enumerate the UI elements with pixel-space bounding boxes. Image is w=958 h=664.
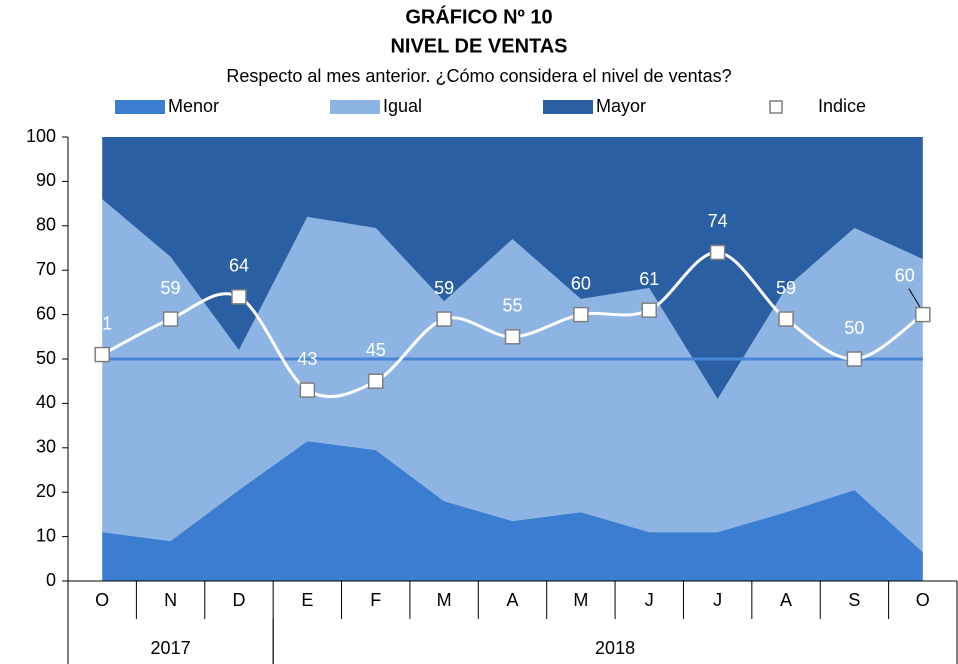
marker: [299, 382, 316, 398]
y-tick-label: 20: [36, 481, 56, 501]
x-tick-label: F: [370, 590, 381, 610]
x-tick-label: E: [301, 590, 313, 610]
marker: [231, 289, 247, 305]
x-tick-label: O: [95, 590, 109, 610]
marker: [778, 311, 794, 327]
area: [102, 137, 923, 399]
data-label: 60: [895, 265, 915, 285]
y-tick-label: 70: [36, 259, 56, 279]
legend-swatch: [543, 100, 593, 114]
legend-label: Igual: [383, 96, 422, 116]
x-tick-label: J: [645, 590, 654, 610]
legend-swatch: [330, 100, 380, 114]
legend-label: Mayor: [596, 96, 646, 116]
legend-swatch: [115, 100, 165, 114]
x-group-label: 2018: [595, 638, 635, 658]
marker: [367, 373, 384, 389]
marker: [436, 311, 452, 327]
legend-swatch: [769, 100, 783, 114]
data-label: 59: [776, 278, 796, 298]
leader-line: [908, 288, 921, 307]
y-tick-label: 60: [36, 303, 56, 323]
chart-subtitle: NIVEL DE VENTAS: [390, 35, 567, 57]
marker: [162, 311, 179, 327]
marker: [504, 329, 521, 345]
data-label: 43: [297, 349, 317, 369]
area: [102, 441, 923, 581]
marker: [573, 306, 589, 323]
y-tick-label: 50: [36, 348, 56, 368]
marker: [915, 306, 931, 323]
y-tick-label: 90: [36, 170, 56, 190]
area: [102, 199, 923, 553]
x-tick-label: A: [780, 590, 792, 610]
x-tick-label: O: [916, 590, 930, 610]
marker: [641, 302, 658, 318]
data-label: 55: [502, 296, 522, 316]
x-tick-label: S: [848, 590, 860, 610]
data-label: 64: [229, 256, 249, 276]
x-tick-label: N: [164, 590, 177, 610]
marker: [709, 244, 726, 261]
y-tick-label: 80: [36, 215, 56, 235]
x-tick-label: D: [232, 590, 245, 610]
chart-question: Respecto al mes anterior. ¿Cómo consider…: [226, 66, 731, 86]
data-label: 74: [708, 211, 728, 231]
x-group-label: 2017: [151, 638, 191, 658]
x-tick-label: J: [713, 590, 722, 610]
x-tick-label: M: [437, 590, 452, 610]
chart-title: GRÁFICO Nº 10: [405, 5, 552, 28]
legend-label: Indice: [818, 96, 866, 116]
marker: [94, 346, 110, 363]
data-label: 59: [434, 278, 454, 298]
y-tick-label: 10: [36, 525, 56, 545]
x-tick-label: A: [506, 590, 518, 610]
marker: [846, 351, 863, 367]
data-label: 59: [161, 278, 181, 298]
data-label: 61: [639, 269, 659, 289]
data-label: 45: [366, 340, 386, 360]
y-tick-label: 0: [46, 570, 56, 590]
data-label: 51: [92, 313, 112, 333]
y-tick-label: 100: [26, 126, 56, 146]
x-tick-label: M: [573, 590, 588, 610]
data-label: 50: [844, 318, 864, 338]
legend-label: Menor: [168, 96, 219, 116]
y-tick-label: 40: [36, 392, 56, 412]
y-tick-label: 30: [36, 437, 56, 457]
data-label: 60: [571, 273, 591, 293]
